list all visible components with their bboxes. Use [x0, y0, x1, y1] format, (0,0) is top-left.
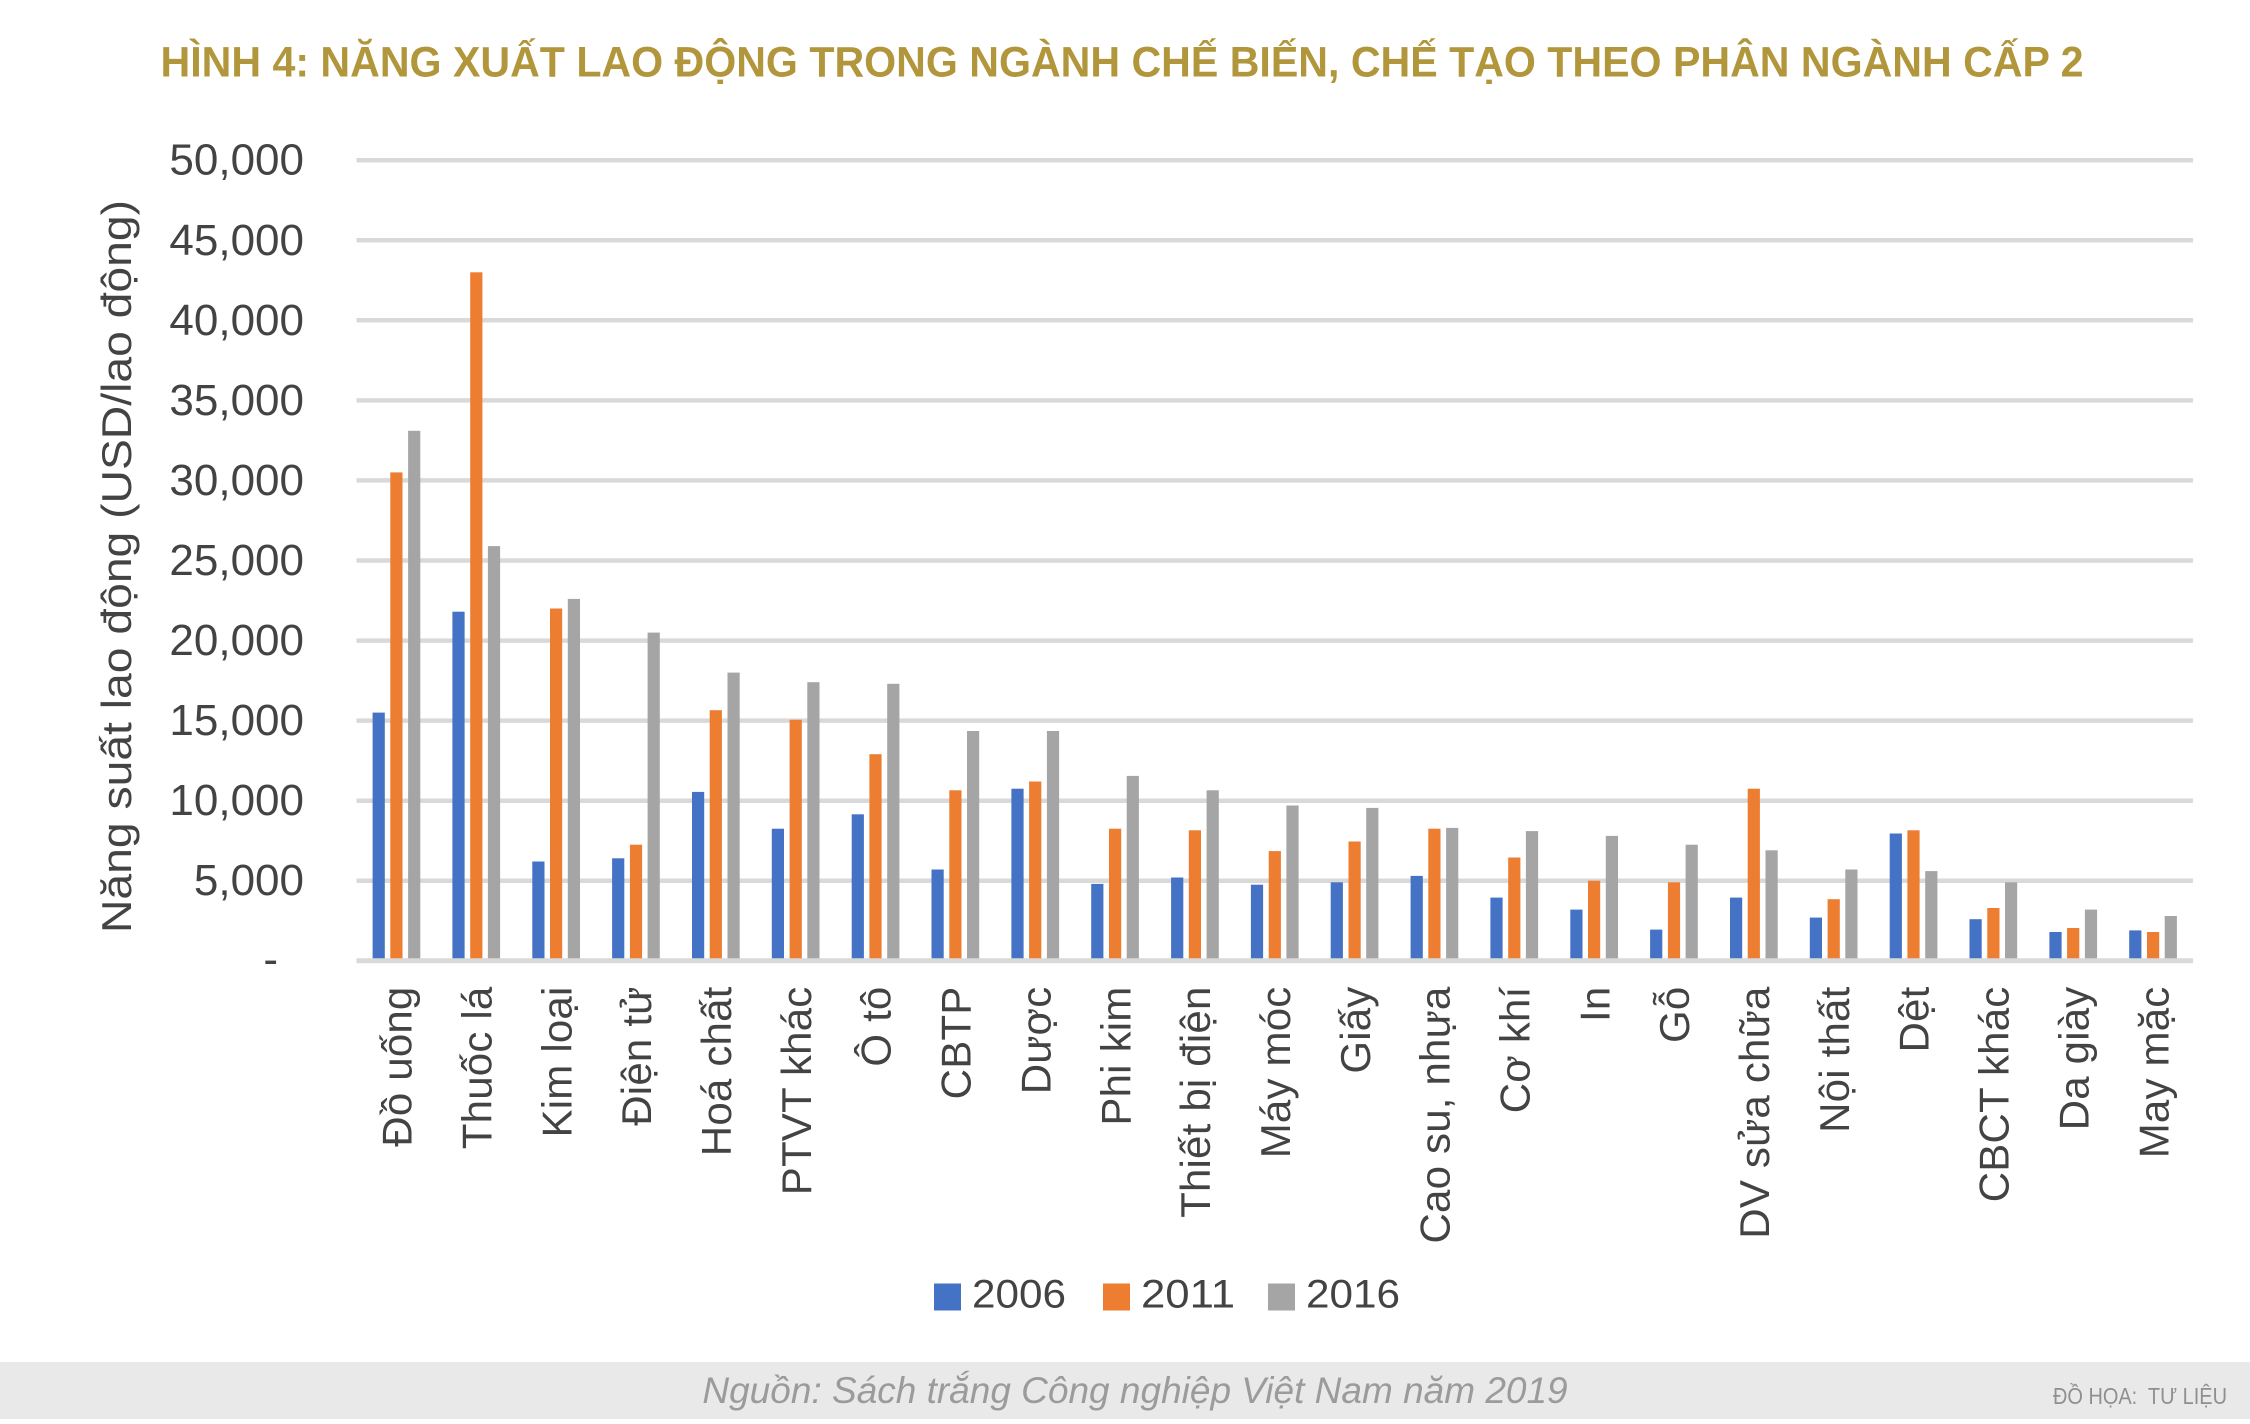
svg-text:HÌNH 4: NĂNG XUẤT LAO ĐỘNG TRO: HÌNH 4: NĂNG XUẤT LAO ĐỘNG TRONG NGÀNH C… [161, 38, 2084, 87]
svg-text:10,000: 10,000 [169, 776, 304, 825]
svg-text:50,000: 50,000 [169, 136, 304, 185]
svg-text:-: - [263, 935, 278, 984]
svg-text:45,000: 45,000 [169, 216, 304, 265]
svg-text:DV sửa chữa: DV sửa chữa [1731, 986, 1778, 1239]
svg-text:15,000: 15,000 [169, 696, 304, 745]
svg-text:PTVT khác: PTVT khác [773, 987, 820, 1196]
svg-text:CBCT khác: CBCT khác [1971, 987, 2018, 1203]
svg-text:In: In [1571, 987, 1618, 1022]
svg-text:5,000: 5,000 [194, 856, 304, 905]
svg-text:Dệt: Dệt [1891, 986, 1938, 1052]
svg-text:35,000: 35,000 [169, 376, 304, 425]
svg-text:30,000: 30,000 [169, 456, 304, 505]
svg-text:Kim loại: Kim loại [533, 987, 580, 1138]
svg-text:25,000: 25,000 [169, 536, 304, 585]
svg-text:Gỗ: Gỗ [1651, 987, 1698, 1043]
svg-text:Thuốc lá: Thuốc lá [454, 986, 501, 1149]
svg-text:Máy móc: Máy móc [1252, 987, 1299, 1159]
svg-text:2006: 2006 [972, 1273, 1066, 1317]
svg-text:Da giày: Da giày [2050, 987, 2097, 1131]
svg-text:Phi kim: Phi kim [1092, 987, 1139, 1126]
svg-text:Dược: Dược [1012, 987, 1059, 1095]
svg-text:Cơ khí: Cơ khí [1492, 986, 1539, 1113]
svg-text:Đồ uống: Đồ uống [374, 987, 421, 1147]
svg-text:Nội thất: Nội thất [1811, 986, 1858, 1132]
svg-text:2011: 2011 [1141, 1273, 1235, 1317]
svg-text:May mặc: May mặc [2130, 987, 2177, 1159]
svg-text:Năng suất lao động (USD/lao độ: Năng suất lao động (USD/lao động) [93, 200, 140, 933]
svg-text:Nguồn: Sách trắng Công nghiệp: Nguồn: Sách trắng Công nghiệp Việt Nam n… [702, 1370, 1567, 1411]
svg-text:20,000: 20,000 [169, 616, 304, 665]
svg-text:Hoá chất: Hoá chất [693, 986, 740, 1156]
svg-text:Ô tô: Ô tô [853, 987, 900, 1067]
svg-text:Điện tử: Điện tử [613, 987, 660, 1126]
svg-text:2016: 2016 [1306, 1273, 1400, 1317]
svg-text:CBTP: CBTP [933, 987, 980, 1100]
svg-text:Giấy: Giấy [1332, 987, 1379, 1074]
svg-text:Cao su, nhựa: Cao su, nhựa [1412, 986, 1459, 1243]
svg-text:ĐỒ HỌA: TƯ LIỆU: ĐỒ HỌA: TƯ LIỆU [2053, 1382, 2227, 1409]
svg-text:Thiết bị điện: Thiết bị điện [1172, 987, 1219, 1218]
svg-text:40,000: 40,000 [169, 296, 304, 345]
